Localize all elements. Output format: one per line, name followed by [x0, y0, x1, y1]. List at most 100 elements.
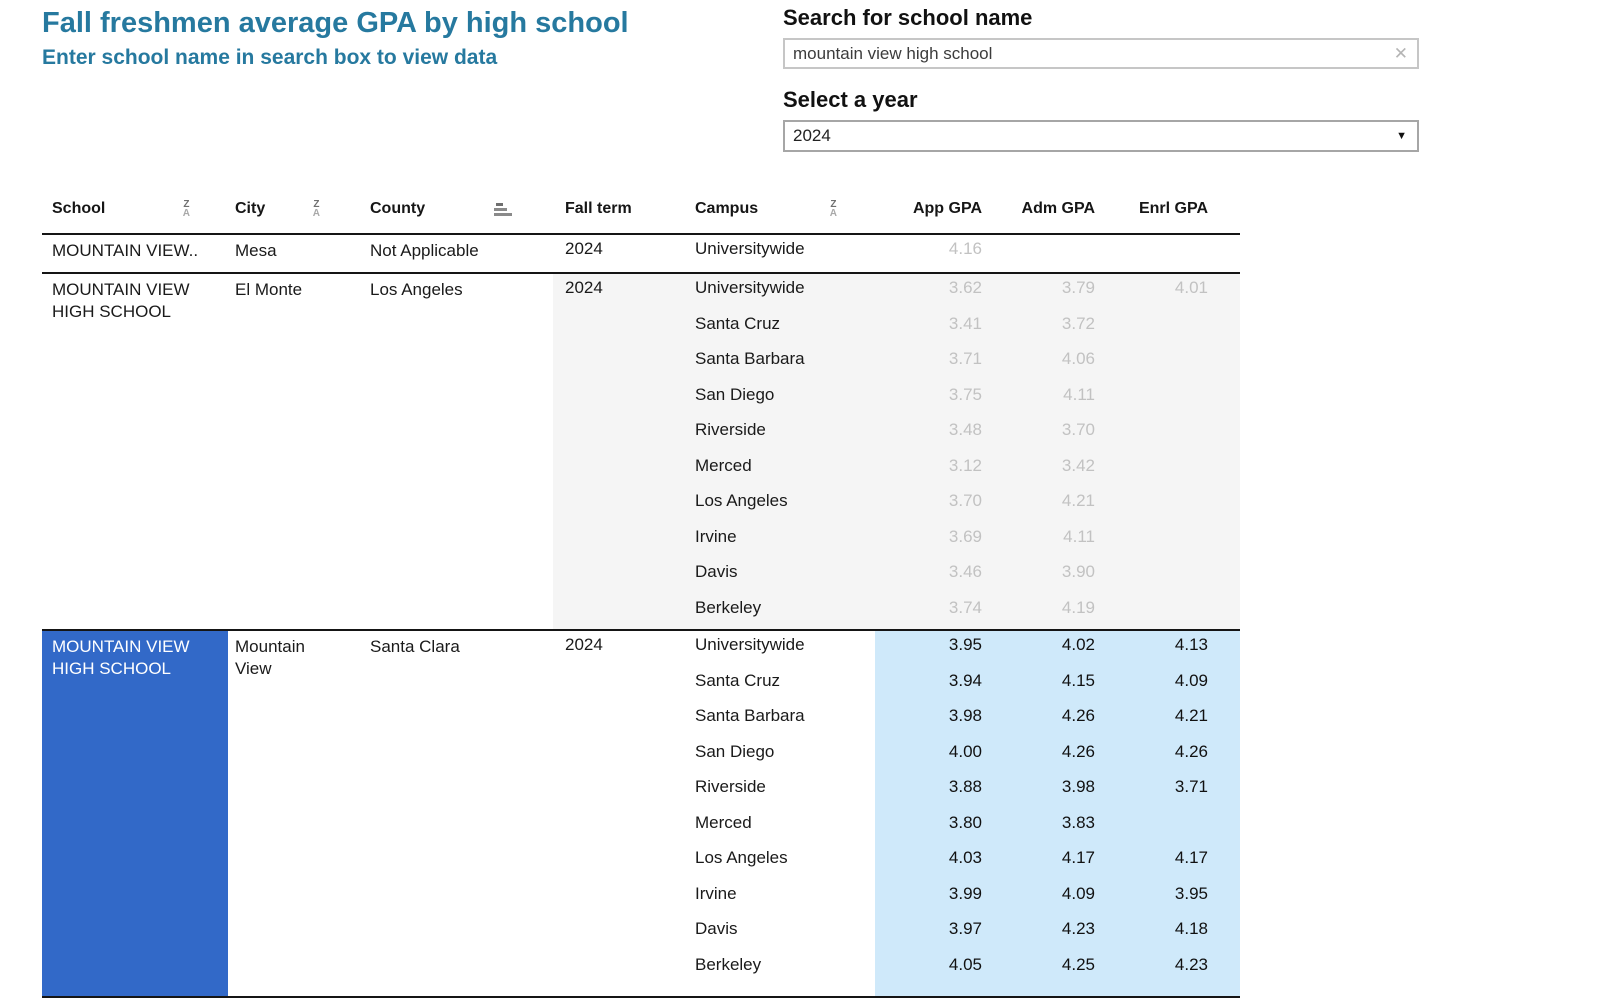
campus-row[interactable]: Merced 3.80 3.83 [553, 808, 1240, 845]
app-gpa-cell: 4.00 [875, 737, 990, 773]
app-gpa-cell: 3.62 [948, 278, 982, 297]
campus-row[interactable]: Riverside 3.88 3.98 3.71 [553, 773, 1240, 809]
campus-row[interactable]: Santa Cruz 3.94 4.15 4.09 [553, 666, 1240, 702]
page-subtitle: Enter school name in search box to view … [42, 46, 498, 69]
campus-cell: Universitywide [695, 278, 805, 297]
adm-gpa-cell: 4.06 [1061, 349, 1095, 368]
campus-row[interactable]: Santa Barbara 3.71 4.06 [553, 345, 1240, 381]
year-label: Select a year [783, 87, 918, 112]
campus-row[interactable]: Los Angeles 3.70 4.21 [553, 487, 1240, 523]
campus-row[interactable]: 2024 Universitywide 3.62 3.79 4.01 [553, 274, 1240, 310]
campus-cell: Davis [695, 562, 738, 581]
filter-controls: Search for school name ✕ Select a year 2… [783, 4, 1419, 152]
enrl-gpa-cell [1103, 594, 1240, 630]
adm-gpa-cell [990, 986, 1103, 996]
campus-row[interactable]: San Diego 3.75 4.11 [553, 381, 1240, 417]
column-header-adm-gpa[interactable]: Adm GPA [990, 185, 1103, 233]
fall-term-cell [553, 487, 685, 523]
campus-row[interactable]: Berkeley 4.05 4.25 4.23 [553, 950, 1240, 986]
county-cell: Los Angeles [370, 280, 463, 299]
campus-row[interactable]: Irvine 3.69 4.11 [553, 523, 1240, 559]
enrl-gpa-cell: 4.13 [1103, 631, 1240, 667]
campus-row[interactable]: Santa Cruz 3.41 3.72 [553, 310, 1240, 346]
fall-term-cell [553, 523, 685, 559]
enrl-gpa-cell: 4.26 [1103, 737, 1240, 773]
column-header-enrl-gpa[interactable]: Enrl GPA [1103, 185, 1240, 233]
year-dropdown[interactable]: 2024 ▼ [783, 120, 1419, 152]
app-gpa-cell: 3.70 [948, 491, 982, 510]
sort-bars-icon[interactable] [494, 202, 512, 216]
adm-gpa-cell: 4.11 [1063, 526, 1095, 546]
campus-row[interactable]: Davis 3.46 3.90 [553, 558, 1240, 594]
title-block: Fall freshmen average GPA by high school… [42, 6, 742, 71]
fall-term-cell [553, 452, 685, 488]
adm-gpa-cell: 4.02 [990, 631, 1103, 667]
enrl-gpa-cell [1103, 416, 1240, 452]
column-header-label: School [52, 200, 106, 217]
column-header-label: Adm GPA [1021, 200, 1095, 217]
app-gpa-cell [875, 986, 990, 996]
app-gpa-cell: 3.75 [948, 384, 982, 404]
campus-row[interactable]: Santa Barbara 3.98 4.26 4.21 [553, 702, 1240, 738]
fall-term-cell: 2024 [565, 278, 603, 297]
campus-cell: Santa Cruz [695, 313, 781, 333]
campus-row[interactable]: Merced 3.12 3.42 [553, 452, 1240, 488]
fall-term-cell [553, 880, 685, 916]
campus-row[interactable]: 2024 Universitywide 4.16 [553, 235, 1240, 272]
adm-gpa-cell: 4.19 [1061, 597, 1095, 617]
app-gpa-cell: 3.98 [875, 702, 990, 738]
school-group: MOUNTAIN VIEW.. Mesa Not Applicable 2024 Uni… [42, 235, 1240, 274]
adm-gpa-cell: 4.11 [1063, 384, 1095, 404]
enrl-gpa-cell: 4.18 [1103, 915, 1240, 951]
campus-row[interactable]: Irvine 3.99 4.09 3.95 [553, 879, 1240, 916]
column-header-app-gpa[interactable]: App GPA [875, 185, 990, 233]
adm-gpa-cell: 3.90 [1061, 562, 1095, 581]
campus-row[interactable]: Riverside 3.48 3.70 [553, 416, 1240, 452]
campus-row[interactable]: Los Angeles 4.03 4.17 4.17 [553, 844, 1240, 880]
clear-search-icon[interactable]: ✕ [1393, 44, 1408, 63]
fall-term-cell [553, 381, 685, 417]
campus-row[interactable]: Berkeley 3.74 4.19 [553, 594, 1240, 630]
adm-gpa-cell: 3.79 [1061, 278, 1095, 297]
enrl-gpa-cell: 4.09 [1103, 666, 1240, 702]
app-gpa-cell: 3.97 [875, 915, 990, 951]
county-cell: Not Applicable [370, 241, 479, 260]
enrl-gpa-cell: 4.23 [1103, 950, 1240, 986]
enrl-gpa-cell: 4.21 [1103, 702, 1240, 738]
app-gpa-cell: 4.16 [948, 239, 982, 258]
school-cell[interactable]: MOUNTAIN VIEW HIGH SCHOOL [42, 631, 228, 996]
adm-gpa-cell: 4.09 [990, 879, 1103, 915]
campus-cell: Merced [695, 812, 752, 832]
fall-term-cell [553, 844, 685, 880]
enrl-gpa-cell [1103, 523, 1240, 559]
campus-row[interactable]: San Diego 4.00 4.26 4.26 [553, 737, 1240, 773]
enrl-gpa-cell [1103, 235, 1240, 272]
campus-cell: Riverside [695, 420, 766, 439]
enrl-gpa-cell [1103, 558, 1240, 594]
campus-cell: Davis [695, 919, 738, 938]
campus-row[interactable]: Davis 3.97 4.23 4.18 [553, 915, 1240, 951]
campus-cell: Irvine [695, 883, 737, 903]
campus-row[interactable]: 2024 Universitywide 3.95 4.02 4.13 [553, 631, 1240, 667]
school-cell[interactable]: MOUNTAIN VIEW.. [52, 241, 199, 260]
campus-rows: 2024 Universitywide 3.95 4.02 4.13 Santa Cruz… [553, 631, 1240, 996]
school-search-input[interactable] [785, 40, 1417, 67]
school-cell[interactable]: MOUNTAIN VIEW HIGH SCHOOL [52, 280, 190, 321]
fall-term-cell [553, 702, 685, 738]
year-dropdown-value: 2024 [793, 126, 831, 145]
fall-term-cell [553, 809, 685, 845]
column-header-label: Enrl GPA [1138, 200, 1208, 217]
column-header-county[interactable]: County [362, 185, 553, 233]
chevron-down-icon: ▼ [1396, 130, 1407, 142]
school-search-box: ✕ [783, 38, 1419, 69]
column-header-fall-term[interactable]: Fall term [553, 185, 685, 233]
enrl-gpa-cell: 4.01 [1174, 278, 1208, 297]
